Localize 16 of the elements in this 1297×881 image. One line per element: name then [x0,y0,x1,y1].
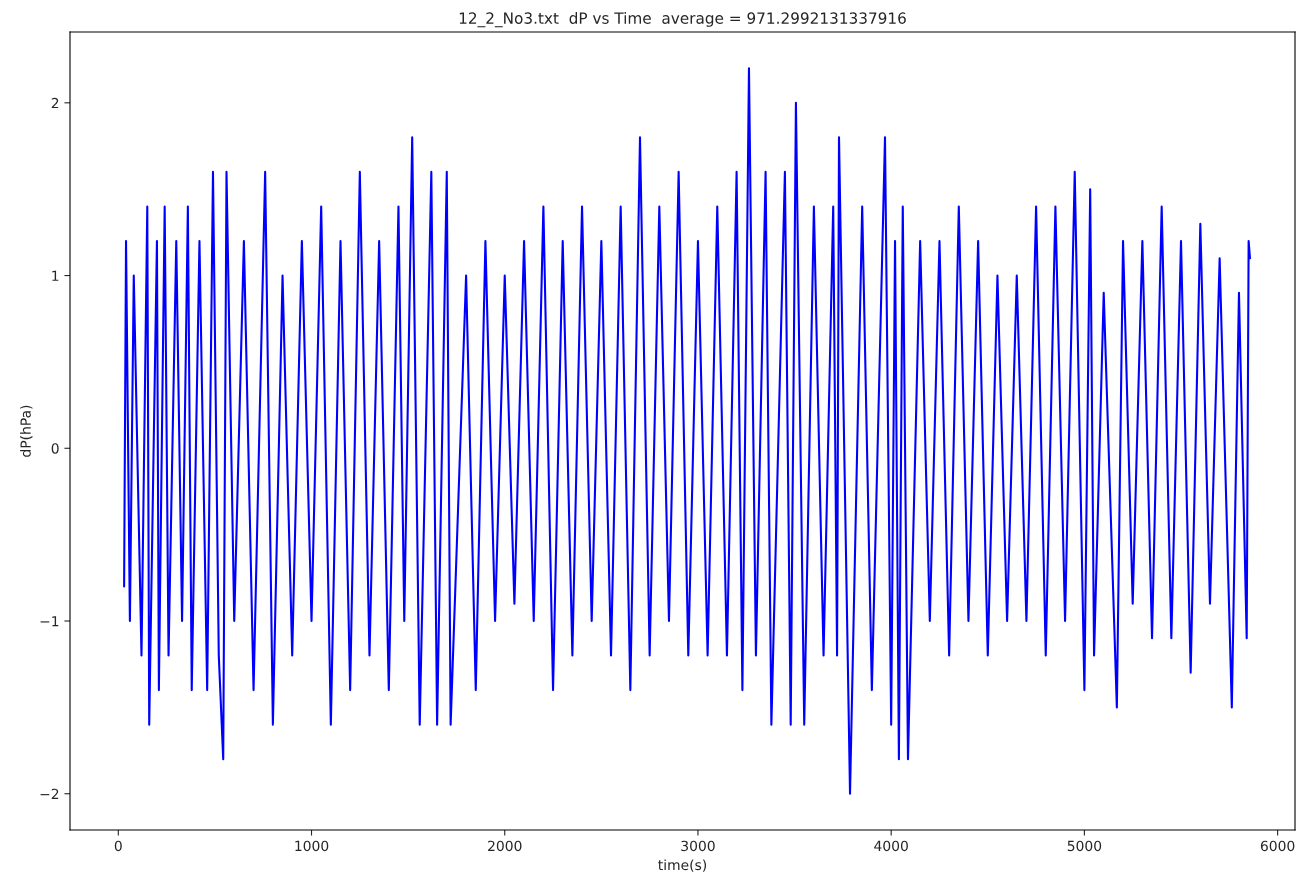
y-tick-label: −1 [40,616,59,627]
x-tick-label: 0 [114,840,122,852]
y-tick-label: 2 [51,97,59,109]
x-tick-label: 2000 [488,840,522,852]
x-tick-label: 6000 [1260,840,1295,852]
x-tick-label: 4000 [874,840,908,852]
chart-title: 12_2_No3.txt dP vs Time average = 971.2992131337916 [459,12,906,28]
x-tick-label: 5000 [1067,840,1102,852]
y-axis-title: dP(hPa) [20,405,33,457]
line-series [123,67,1252,795]
y-tick-label: 0 [51,443,59,454]
x-tick-label: 1000 [295,840,329,852]
y-tick-label: −2 [40,788,59,799]
x-tick-label: 3000 [681,840,715,852]
y-tick-label: 1 [52,270,59,281]
x-axis-title: time(s) [658,859,707,872]
